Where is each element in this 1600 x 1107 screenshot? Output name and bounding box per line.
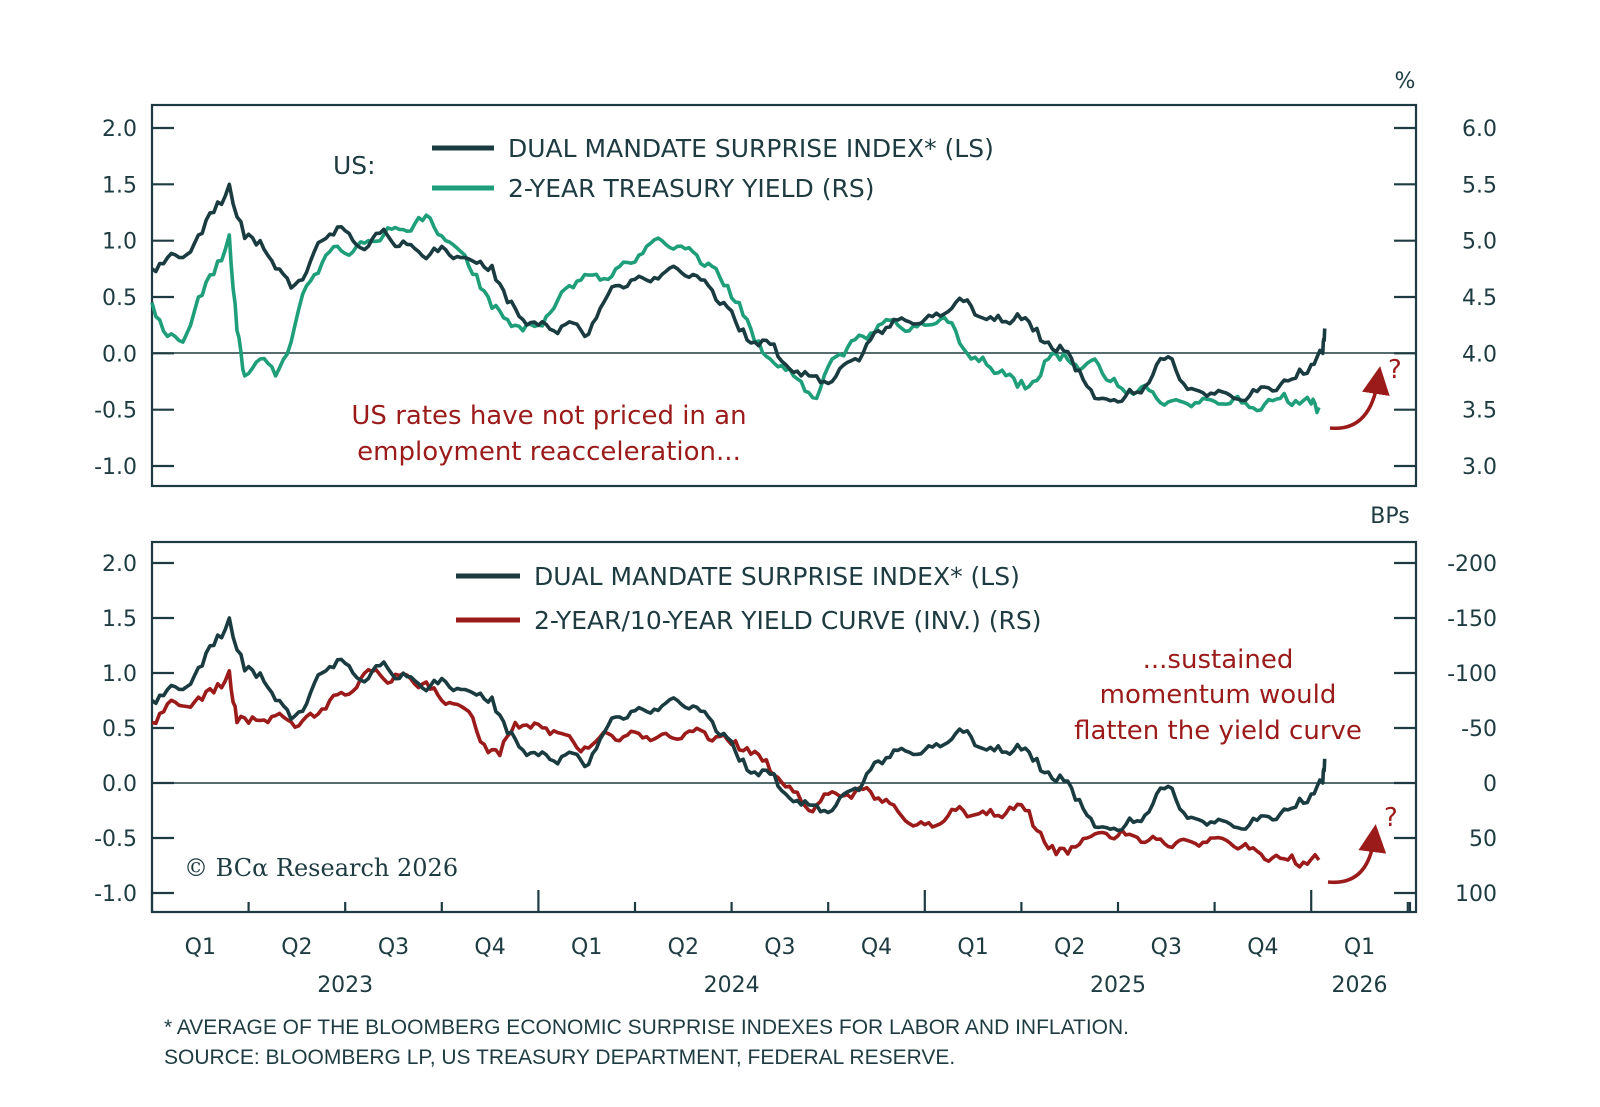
top-annotation-line2: employment reacceleration... bbox=[357, 437, 741, 467]
left-tick-label: 0.5 bbox=[102, 286, 137, 311]
x-quarter-label: Q3 bbox=[764, 935, 795, 960]
left-tick-label: 1.5 bbox=[102, 173, 137, 198]
left-tick-label: 2.0 bbox=[102, 117, 137, 142]
right-tick-label: 4.5 bbox=[1462, 286, 1497, 311]
bottom-right-axis: -200 -150 -100 -50 0 50 100 bbox=[1394, 552, 1497, 907]
left-tick-label: 1.5 bbox=[102, 607, 137, 632]
x-year-label: 2024 bbox=[704, 973, 760, 998]
right-tick-label: -200 bbox=[1447, 552, 1497, 577]
series-line-dual-mandate-surprise-index-ls bbox=[150, 616, 1327, 833]
right-tick-label: 100 bbox=[1455, 882, 1497, 907]
series-line-2-year-treasury-yield-rs bbox=[150, 213, 1321, 415]
right-tick-label: -50 bbox=[1461, 717, 1497, 742]
left-tick-label: 1.0 bbox=[102, 230, 137, 255]
top-panel: 2.0 1.5 1.0 0.5 0.0 -0.5 -1.0 6.0 5.5 5.0 4.5 4.0 3… bbox=[94, 69, 1497, 488]
left-tick-label: -0.5 bbox=[94, 827, 137, 852]
x-quarter-label: Q3 bbox=[1151, 935, 1182, 960]
top-legend-label-surprise: DUAL MANDATE SURPRISE INDEX* (LS) bbox=[508, 134, 994, 163]
x-quarter-label: Q2 bbox=[668, 935, 699, 960]
bottom-annotation-line2: momentum would bbox=[1100, 680, 1337, 710]
x-axis-labels: Q1 Q2 Q3 Q4 Q1 Q2 Q3 Q4 Q1 Q2 Q3 Q4 Q1 2023 2024 2025 20… bbox=[185, 935, 1388, 998]
x-quarter-label: Q2 bbox=[281, 935, 312, 960]
bottom-annotation-line3: flatten the yield curve bbox=[1074, 716, 1362, 746]
top-question-mark: ? bbox=[1388, 355, 1402, 385]
right-tick-label: 3.5 bbox=[1462, 399, 1497, 424]
top-left-axis: 2.0 1.5 1.0 0.5 0.0 -0.5 -1.0 bbox=[94, 117, 174, 480]
left-tick-label: 2.0 bbox=[102, 552, 137, 577]
bottom-left-axis: 2.0 1.5 1.0 0.5 0.0 -0.5 -1.0 bbox=[94, 552, 174, 907]
bottom-question-mark: ? bbox=[1384, 803, 1398, 833]
right-tick-label: -150 bbox=[1447, 607, 1497, 632]
top-annotation-line1: US rates have not priced in an bbox=[351, 401, 746, 431]
top-plot-frame bbox=[150, 103, 1418, 488]
bottom-legend-label-surprise: DUAL MANDATE SURPRISE INDEX* (LS) bbox=[534, 562, 1020, 591]
x-quarter-label: Q1 bbox=[185, 935, 216, 960]
bottom-series-group bbox=[150, 616, 1327, 869]
x-year-label: 2026 bbox=[1332, 973, 1388, 998]
x-quarter-label: Q2 bbox=[1054, 935, 1085, 960]
left-tick-label: 0.5 bbox=[102, 717, 137, 742]
bottom-right-unit-label: BPs bbox=[1370, 504, 1409, 529]
left-tick-label: 0.0 bbox=[102, 772, 137, 797]
footnote-definition: * AVERAGE OF THE BLOOMBERG ECONOMIC SURP… bbox=[164, 1016, 1129, 1039]
top-series-group bbox=[150, 182, 1327, 415]
bottom-arrow-icon bbox=[1327, 824, 1387, 884]
top-right-unit-label: % bbox=[1395, 69, 1416, 94]
copyright-label: © BCα Research 2026 bbox=[184, 854, 458, 882]
footnote-source: SOURCE: BLOOMBERG LP, US TREASURY DEPART… bbox=[164, 1046, 955, 1069]
right-tick-label: 50 bbox=[1469, 827, 1497, 852]
left-tick-label: -0.5 bbox=[94, 399, 137, 424]
right-tick-label: 4.0 bbox=[1462, 342, 1497, 367]
x-year-label: 2023 bbox=[317, 973, 373, 998]
bottom-annotation-line1: ...sustained bbox=[1143, 645, 1294, 675]
left-tick-label: 0.0 bbox=[102, 342, 137, 367]
x-year-label: 2025 bbox=[1090, 973, 1146, 998]
top-right-axis: 6.0 5.5 5.0 4.5 4.0 3.5 3.0 bbox=[1394, 117, 1497, 480]
left-tick-label: -1.0 bbox=[94, 882, 137, 907]
x-quarter-label: Q3 bbox=[378, 935, 409, 960]
right-tick-label: 0 bbox=[1483, 772, 1497, 797]
x-axis-ticks bbox=[150, 890, 1412, 912]
right-tick-label: 6.0 bbox=[1462, 117, 1497, 142]
x-quarter-label: Q1 bbox=[571, 935, 602, 960]
right-tick-label: 5.0 bbox=[1462, 230, 1497, 255]
x-quarter-label: Q4 bbox=[474, 935, 505, 960]
left-tick-label: 1.0 bbox=[102, 662, 137, 687]
left-tick-label: -1.0 bbox=[94, 455, 137, 480]
x-quarter-label: Q1 bbox=[957, 935, 988, 960]
x-quarter-label: Q4 bbox=[861, 935, 892, 960]
right-tick-label: -100 bbox=[1447, 662, 1497, 687]
series-line-dual-mandate-surprise-index-ls bbox=[150, 182, 1327, 404]
bottom-legend-label-curve: 2-YEAR/10-YEAR YIELD CURVE (INV.) (RS) bbox=[534, 606, 1042, 635]
right-tick-label: 3.0 bbox=[1462, 455, 1497, 480]
top-arrow-icon bbox=[1329, 366, 1390, 430]
x-quarter-label: Q1 bbox=[1344, 935, 1375, 960]
top-region-label: US: bbox=[333, 151, 376, 180]
x-quarter-label: Q4 bbox=[1247, 935, 1278, 960]
bottom-panel: BPs 2.0 1.5 1.0 0.5 0.0 -0.5 -1.0 -200 -150 -100… bbox=[94, 504, 1497, 914]
right-tick-label: 5.5 bbox=[1462, 173, 1497, 198]
top-legend-label-yield: 2-YEAR TREASURY YIELD (RS) bbox=[508, 174, 874, 203]
